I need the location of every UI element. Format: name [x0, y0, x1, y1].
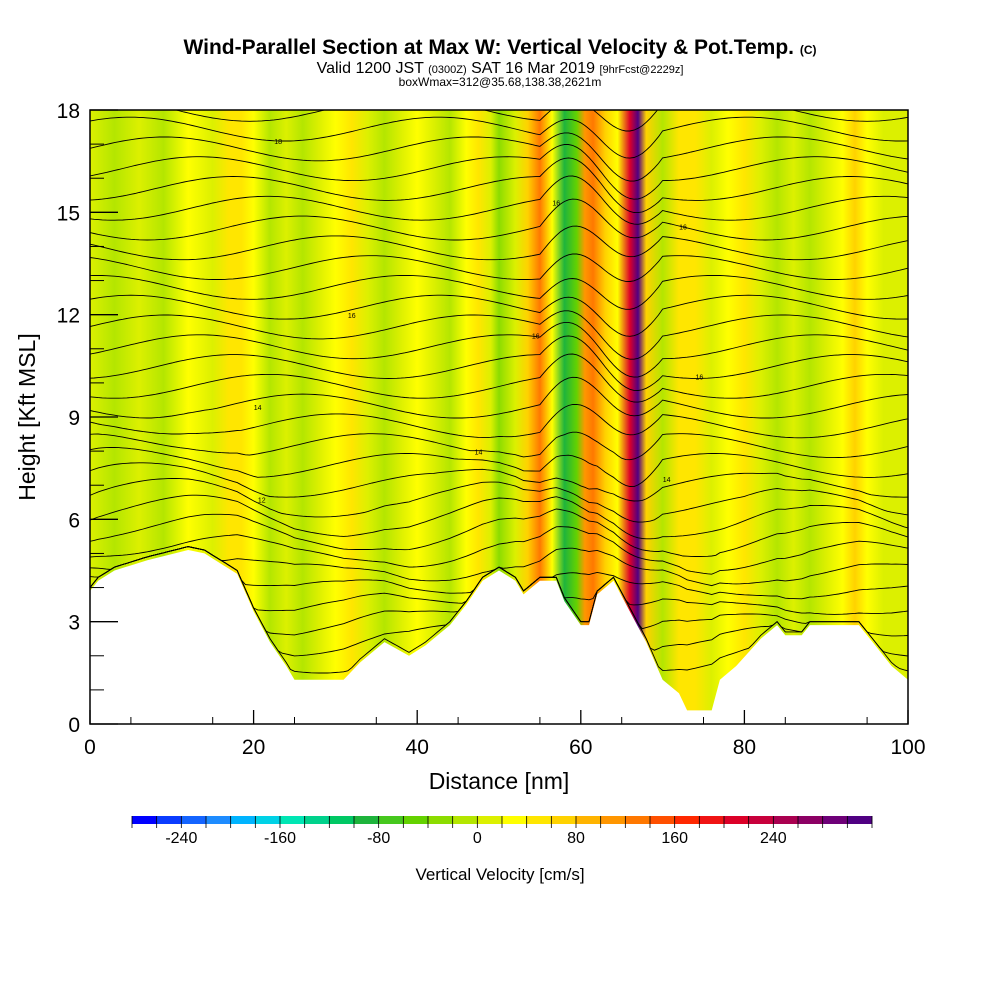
theta-contour	[90, 294, 908, 337]
contour-label: 16	[679, 224, 687, 231]
colorbar-swatch	[452, 816, 478, 824]
colorbar-swatch	[822, 816, 848, 824]
theta-contour	[90, 376, 908, 419]
y-tick-label: 12	[57, 305, 80, 328]
theta-contour	[90, 335, 908, 391]
theta-contour	[90, 403, 908, 439]
contour-label: 14	[663, 477, 671, 484]
contour-labels: 18 16 16 16 16 16 14 14 14 12	[254, 139, 704, 504]
colorbar-swatch	[625, 816, 651, 824]
axis-ticks: 0 20 40 60 80 100 0 3 6 9 12 15 18	[57, 100, 926, 759]
theta-contour	[90, 446, 908, 488]
colorbar-swatch	[230, 816, 256, 824]
colorbar-swatch	[156, 816, 182, 824]
theta-contour	[90, 175, 908, 225]
theta-contour	[90, 253, 908, 282]
colorbar-swatch	[428, 816, 453, 824]
x-tick-label: 60	[569, 736, 592, 759]
colorbar-swatch	[650, 816, 675, 824]
colorbar-swatch	[280, 816, 305, 824]
colorbar-swatch	[600, 816, 626, 824]
theta-contour	[90, 494, 908, 540]
theta-contour	[90, 310, 908, 360]
colorbar-swatch	[798, 816, 823, 824]
x-tick-label: 40	[406, 736, 429, 759]
colorbar: -240 -160 -80 0 80 160 240	[131, 816, 873, 847]
colorbar-title: Vertical Velocity [cm/s]	[415, 865, 584, 884]
theta-contour	[90, 225, 908, 261]
theta-contour	[174, 110, 908, 132]
colorbar-swatch	[526, 816, 552, 824]
colorbar-swatch	[304, 816, 330, 824]
colorbar-swatch	[378, 816, 404, 824]
theta-contour	[90, 274, 908, 310]
colorbar-swatch	[255, 816, 281, 824]
contour-label: 18	[274, 139, 282, 146]
colorbar-label: -240	[165, 830, 197, 847]
colorbar-swatch	[551, 816, 577, 824]
colorbar-swatch	[674, 816, 700, 824]
theta-contour	[90, 508, 908, 557]
theta-contour	[90, 157, 908, 214]
colorbar-swatch	[847, 816, 873, 824]
theta-contour	[90, 144, 908, 200]
contour-label: 16	[552, 201, 560, 208]
colorbar-swatch	[502, 816, 527, 824]
contour-label: 16	[348, 313, 356, 320]
theta-contour	[90, 321, 908, 378]
colorbar-label: 80	[567, 830, 585, 847]
colorbar-swatch	[748, 816, 774, 824]
colorbar-swatch	[773, 816, 799, 824]
potential-temperature-contours	[90, 110, 908, 674]
theta-contour	[90, 116, 908, 159]
contour-label: 16	[696, 374, 704, 381]
theta-contour	[90, 431, 908, 461]
x-tick-label: 100	[890, 736, 925, 759]
theta-contour	[90, 546, 908, 587]
colorbar-label: -160	[264, 830, 296, 847]
chart-box-info: boxWmax=312@35.68,138.38,2621m	[398, 75, 602, 89]
theta-contour	[90, 353, 908, 403]
colorbar-swatch	[699, 816, 725, 824]
colorbar-label: 0	[473, 830, 482, 847]
theta-contour	[90, 198, 908, 241]
colorbar-swatch	[181, 816, 207, 824]
contour-label: 16	[532, 334, 540, 341]
copyright-mark: (C)	[799, 43, 817, 57]
chart-titles: Wind-Parallel Section at Max W: Vertical…	[0, 36, 1000, 88]
y-tick-label: 18	[57, 100, 80, 123]
theta-contour	[90, 462, 908, 502]
contour-label: 14	[475, 450, 483, 457]
colorbar-swatch	[403, 816, 429, 824]
colorbar-swatch	[576, 816, 601, 824]
colorbar-swatch	[329, 816, 355, 824]
theta-contour	[90, 478, 908, 523]
chart-title: Wind-Parallel Section at Max W: Vertical…	[183, 36, 817, 59]
terrain-mask	[90, 550, 908, 724]
colorbar-swatch	[724, 816, 749, 824]
x-tick-label: 0	[84, 736, 96, 759]
x-axis-label: Distance [nm]	[429, 768, 570, 794]
y-tick-label: 0	[68, 714, 80, 737]
contour-label: 12	[258, 497, 266, 504]
colorbar-swatch	[477, 816, 503, 824]
theta-contour	[90, 526, 908, 575]
colorbar-label: 160	[661, 830, 688, 847]
y-tick-label: 15	[57, 202, 80, 225]
chart-subtitle: Valid 1200 JST (0300Z) SAT 16 Mar 2019 […	[316, 60, 684, 77]
y-tick-label: 9	[68, 407, 80, 430]
y-axis-label: Height [Kft MSL]	[14, 333, 40, 500]
colorbar-swatch	[354, 816, 379, 824]
x-tick-label: 80	[733, 736, 756, 759]
contour-label: 14	[254, 405, 262, 412]
colorbar-swatch	[132, 816, 157, 824]
theta-contour	[90, 132, 908, 182]
y-tick-label: 3	[68, 612, 80, 635]
y-tick-label: 6	[68, 509, 80, 532]
colorbar-label: -80	[367, 830, 390, 847]
x-tick-label: 20	[242, 736, 265, 759]
colorbar-swatch	[206, 816, 231, 824]
colorbar-label: 240	[760, 830, 787, 847]
